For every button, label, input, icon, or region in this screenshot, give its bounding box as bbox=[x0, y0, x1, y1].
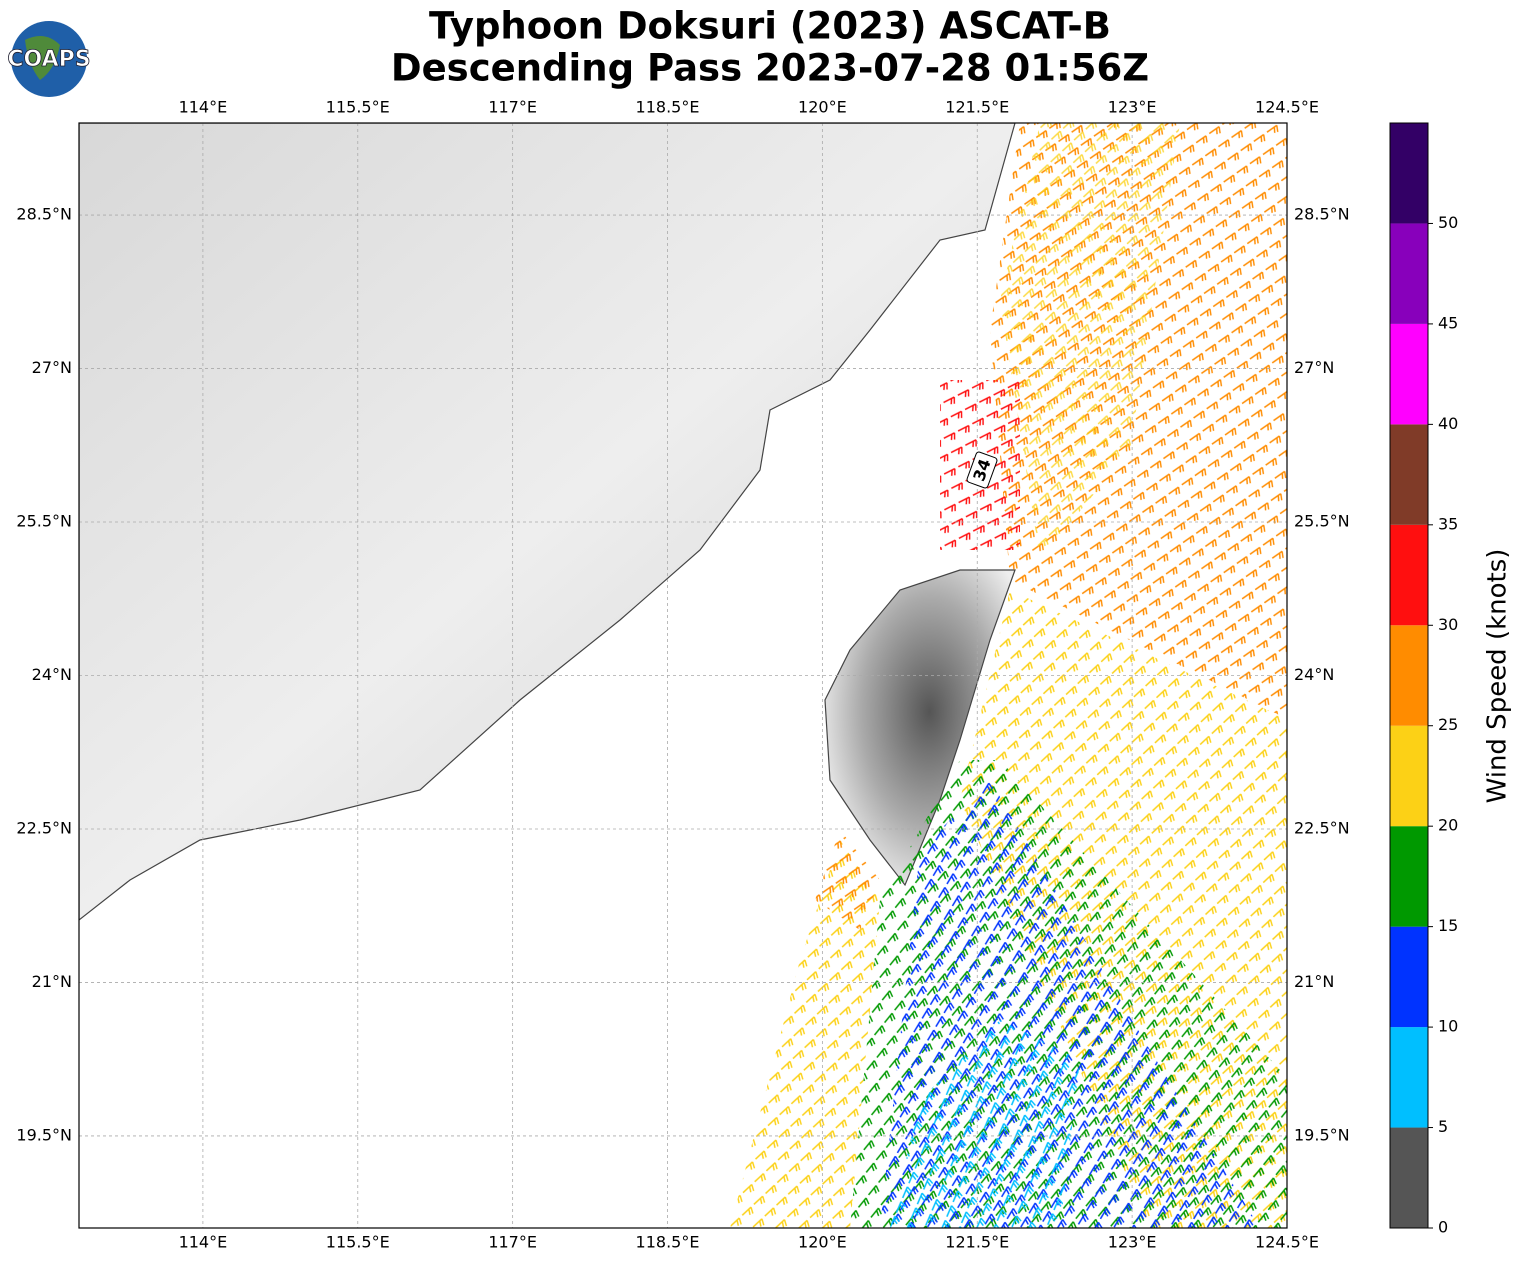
x-tick-label: 115.5°E bbox=[326, 1233, 390, 1252]
x-tick-label: 117°E bbox=[488, 98, 537, 117]
colorbar-tick-label: 35 bbox=[1438, 514, 1458, 533]
colorbar-label: Wind Speed (knots) bbox=[1483, 549, 1513, 804]
map-area bbox=[79, 123, 1287, 1228]
y-tick-label: 22.5°N bbox=[16, 818, 72, 837]
colorbar-bin bbox=[1390, 223, 1428, 324]
logo-land bbox=[25, 36, 60, 80]
colorbar-bin bbox=[1390, 123, 1428, 224]
x-tick-label: 114°E bbox=[179, 1233, 228, 1252]
x-tick-label: 124.5°E bbox=[1255, 98, 1319, 117]
y-tick-label: 19.5°N bbox=[16, 1125, 72, 1144]
y-tick-label: 21°N bbox=[1294, 972, 1334, 991]
colorbar-tick-label: 30 bbox=[1438, 615, 1458, 634]
y-tick-label: 27°N bbox=[1294, 358, 1334, 377]
wind-swath bbox=[1000, 123, 1180, 560]
x-tick-label: 121.5°E bbox=[945, 1233, 1009, 1252]
y-tick-label: 19.5°N bbox=[1294, 1125, 1350, 1144]
x-tick-label: 120°E bbox=[798, 1233, 847, 1252]
wind-swath bbox=[815, 830, 880, 930]
y-tick-label: 28.5°N bbox=[16, 205, 72, 224]
y-tick-label: 28.5°N bbox=[1294, 205, 1350, 224]
y-tick-label: 24°N bbox=[32, 665, 72, 684]
y-tick-label: 22.5°N bbox=[1294, 818, 1350, 837]
taiwan bbox=[824, 569, 1016, 887]
x-tick-label: 115.5°E bbox=[326, 98, 390, 117]
colorbar-tick-label: 45 bbox=[1438, 313, 1458, 332]
y-tick-label: 24°N bbox=[1294, 665, 1334, 684]
colorbar-tick-label: 50 bbox=[1438, 213, 1458, 232]
x-tick-label: 121.5°E bbox=[945, 98, 1009, 117]
title-line: Descending Pass 2023-07-28 01:56Z bbox=[391, 47, 1149, 90]
x-tick-label: 117°E bbox=[488, 1233, 537, 1252]
colorbar-tick-label: 0 bbox=[1438, 1218, 1448, 1237]
annotation-box: 34 bbox=[966, 451, 998, 489]
x-tick-label: 118.5°E bbox=[636, 1233, 700, 1252]
x-tick-label: 124.5°E bbox=[1255, 1233, 1319, 1252]
y-tick-label: 25.5°N bbox=[1294, 512, 1350, 531]
colorbar-bin bbox=[1390, 1127, 1428, 1228]
wind-swath bbox=[730, 840, 880, 1228]
colorbar-bin bbox=[1390, 424, 1428, 525]
colorbar-tick-label: 40 bbox=[1438, 414, 1458, 433]
colorbar-bin bbox=[1390, 725, 1428, 827]
colorbar-bin bbox=[1390, 524, 1428, 626]
logo-text: COAPS bbox=[7, 47, 90, 72]
colorbar-tick-label: 25 bbox=[1438, 715, 1458, 734]
colorbar-bin bbox=[1390, 926, 1428, 1028]
x-tick-label: 118.5°E bbox=[636, 98, 700, 117]
colorbar-bin bbox=[1390, 826, 1428, 927]
y-tick-label: 27°N bbox=[32, 358, 72, 377]
map-frame bbox=[78, 122, 1288, 1229]
colorbar-tick-label: 15 bbox=[1438, 916, 1458, 935]
y-tick-label: 21°N bbox=[32, 972, 72, 991]
y-tick-label: 25.5°N bbox=[16, 512, 72, 531]
wind-swath bbox=[890, 1020, 1080, 1228]
x-tick-label: 123°E bbox=[1108, 98, 1157, 117]
colorbar-bin bbox=[1390, 625, 1428, 726]
colorbar-frame bbox=[1389, 122, 1429, 1229]
colorbar-bin bbox=[1390, 323, 1428, 425]
colorbar-tick-label: 5 bbox=[1438, 1117, 1448, 1136]
colorbar-bin bbox=[1390, 1027, 1428, 1128]
title-line: Typhoon Doksuri (2023) ASCAT-B bbox=[429, 5, 1111, 48]
x-tick-label: 120°E bbox=[798, 98, 847, 117]
colorbar-tick-label: 10 bbox=[1438, 1017, 1458, 1036]
x-tick-label: 114°E bbox=[179, 98, 228, 117]
x-tick-label: 123°E bbox=[1108, 1233, 1157, 1252]
colorbar-tick-label: 20 bbox=[1438, 816, 1458, 835]
mainland bbox=[79, 123, 1016, 921]
